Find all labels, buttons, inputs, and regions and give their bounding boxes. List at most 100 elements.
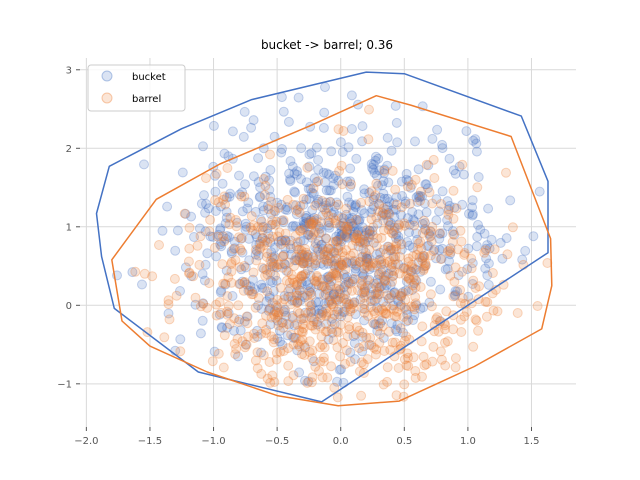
- point-barrel: [310, 238, 321, 249]
- point-bucket: [229, 243, 240, 254]
- point-barrel: [419, 215, 429, 226]
- point-barrel: [358, 287, 369, 298]
- point-barrel: [403, 352, 413, 363]
- point-bucket: [424, 228, 434, 239]
- point-barrel: [241, 311, 252, 322]
- point-barrel: [361, 332, 372, 343]
- point-barrel: [324, 291, 335, 302]
- point-bucket: [368, 159, 379, 170]
- point-bucket: [345, 347, 356, 358]
- point-barrel: [369, 289, 380, 300]
- point-barrel: [315, 312, 326, 323]
- point-barrel: [378, 203, 389, 214]
- point-barrel: [270, 219, 281, 230]
- point-bucket: [237, 187, 248, 198]
- point-bucket: [409, 216, 420, 227]
- point-bucket: [300, 212, 311, 223]
- point-bucket: [421, 179, 432, 190]
- point-bucket: [202, 248, 213, 259]
- point-barrel: [363, 310, 373, 321]
- point-bucket: [201, 198, 211, 209]
- point-bucket: [353, 225, 364, 236]
- point-bucket: [280, 310, 291, 321]
- point-barrel: [445, 247, 456, 258]
- point-bucket: [189, 232, 199, 242]
- point-bucket: [281, 265, 292, 276]
- point-barrel: [309, 275, 320, 286]
- point-barrel: [328, 213, 339, 223]
- point-bucket: [322, 250, 333, 261]
- point-barrel: [362, 354, 373, 365]
- point-barrel: [282, 194, 293, 205]
- point-bucket: [363, 232, 374, 243]
- point-bucket: [210, 170, 220, 181]
- point-bucket: [348, 221, 359, 232]
- point-barrel: [305, 301, 316, 312]
- point-barrel: [320, 326, 331, 337]
- point-barrel: [233, 300, 244, 311]
- point-bucket: [378, 332, 389, 343]
- point-barrel: [204, 278, 215, 289]
- point-bucket: [305, 183, 316, 194]
- point-bucket: [300, 307, 311, 318]
- point-bucket: [298, 199, 309, 210]
- point-barrel: [379, 225, 389, 236]
- point-bucket: [236, 233, 247, 244]
- point-barrel: [372, 293, 382, 304]
- point-barrel: [308, 183, 319, 194]
- point-barrel: [218, 278, 229, 289]
- point-barrel: [426, 301, 437, 312]
- point-bucket: [308, 213, 319, 223]
- point-bucket: [330, 236, 341, 247]
- point-bucket: [221, 212, 232, 223]
- point-bucket: [404, 227, 415, 238]
- point-bucket: [372, 289, 383, 300]
- point-barrel: [316, 310, 327, 320]
- point-bucket: [277, 340, 288, 350]
- point-barrel: [410, 174, 421, 185]
- point-bucket: [301, 177, 312, 188]
- point-bucket: [362, 280, 373, 291]
- point-bucket: [368, 237, 379, 248]
- point-barrel: [418, 265, 429, 276]
- point-barrel: [387, 276, 397, 287]
- point-barrel: [298, 270, 309, 281]
- point-barrel: [425, 289, 436, 300]
- point-bucket: [285, 175, 296, 186]
- point-bucket: [334, 228, 345, 239]
- point-barrel: [314, 228, 325, 239]
- point-barrel: [257, 225, 268, 236]
- point-bucket: [437, 228, 448, 239]
- point-bucket: [216, 237, 227, 247]
- point-bucket: [244, 233, 254, 244]
- point-barrel: [252, 363, 263, 374]
- point-bucket: [298, 216, 309, 227]
- point-bucket: [354, 216, 365, 227]
- point-barrel: [380, 308, 391, 319]
- point-bucket: [221, 206, 232, 217]
- point-bucket: [280, 235, 291, 246]
- point-barrel: [298, 319, 308, 330]
- point-barrel: [336, 259, 347, 270]
- point-bucket: [313, 164, 324, 175]
- point-barrel: [326, 324, 337, 334]
- point-barrel: [139, 268, 150, 279]
- point-bucket: [357, 346, 368, 357]
- point-barrel: [501, 167, 511, 178]
- point-bucket: [308, 188, 319, 199]
- point-barrel: [278, 215, 289, 226]
- point-bucket: [279, 304, 290, 315]
- point-barrel: [286, 291, 297, 302]
- point-barrel: [277, 262, 288, 273]
- point-barrel: [266, 312, 277, 323]
- point-barrel: [231, 344, 242, 354]
- point-bucket: [377, 264, 388, 275]
- point-bucket: [411, 228, 422, 239]
- point-barrel: [369, 342, 379, 353]
- point-bucket: [323, 274, 334, 285]
- point-barrel: [297, 334, 308, 345]
- point-bucket: [215, 225, 225, 236]
- point-barrel: [363, 134, 374, 145]
- point-barrel: [331, 236, 342, 247]
- point-barrel: [329, 248, 340, 259]
